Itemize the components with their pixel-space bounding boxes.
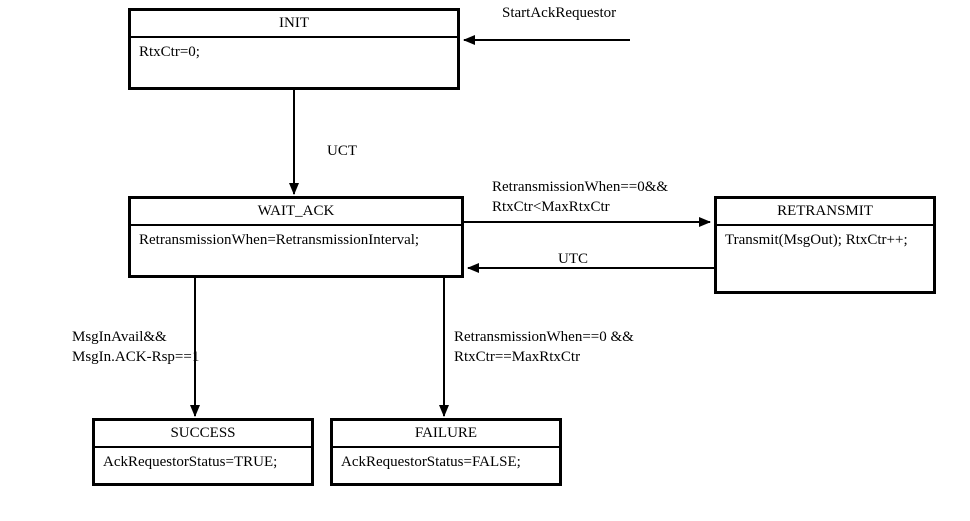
label-start: StartAckRequestor	[502, 4, 616, 24]
state-init-title: INIT	[131, 11, 457, 38]
label-utc: UTC	[558, 250, 588, 270]
label-retrans-cond: RetransmissionWhen==0&& RtxCtr<MaxRtxCtr	[492, 178, 668, 217]
state-retransmit: RETRANSMIT Transmit(MsgOut); RtxCtr++;	[714, 196, 936, 294]
label-failure-cond: RetransmissionWhen==0 && RtxCtr==MaxRtxC…	[454, 328, 634, 367]
state-success-body: AckRequestorStatus=TRUE;	[95, 448, 311, 477]
state-failure-body: AckRequestorStatus=FALSE;	[333, 448, 559, 477]
state-wait-ack-title: WAIT_ACK	[131, 199, 461, 226]
state-retransmit-body: Transmit(MsgOut); RtxCtr++;	[717, 226, 933, 255]
state-wait-ack-body: RetransmissionWhen=RetransmissionInterva…	[131, 226, 461, 255]
state-success: SUCCESS AckRequestorStatus=TRUE;	[92, 418, 314, 486]
state-retransmit-title: RETRANSMIT	[717, 199, 933, 226]
state-failure: FAILURE AckRequestorStatus=FALSE;	[330, 418, 562, 486]
state-wait-ack: WAIT_ACK RetransmissionWhen=Retransmissi…	[128, 196, 464, 278]
state-init: INIT RtxCtr=0;	[128, 8, 460, 90]
state-success-title: SUCCESS	[95, 421, 311, 448]
state-init-body: RtxCtr=0;	[131, 38, 457, 67]
label-success-cond: MsgInAvail&& MsgIn.ACK-Rsp==1	[72, 328, 199, 367]
label-uct: UCT	[327, 142, 357, 162]
state-failure-title: FAILURE	[333, 421, 559, 448]
